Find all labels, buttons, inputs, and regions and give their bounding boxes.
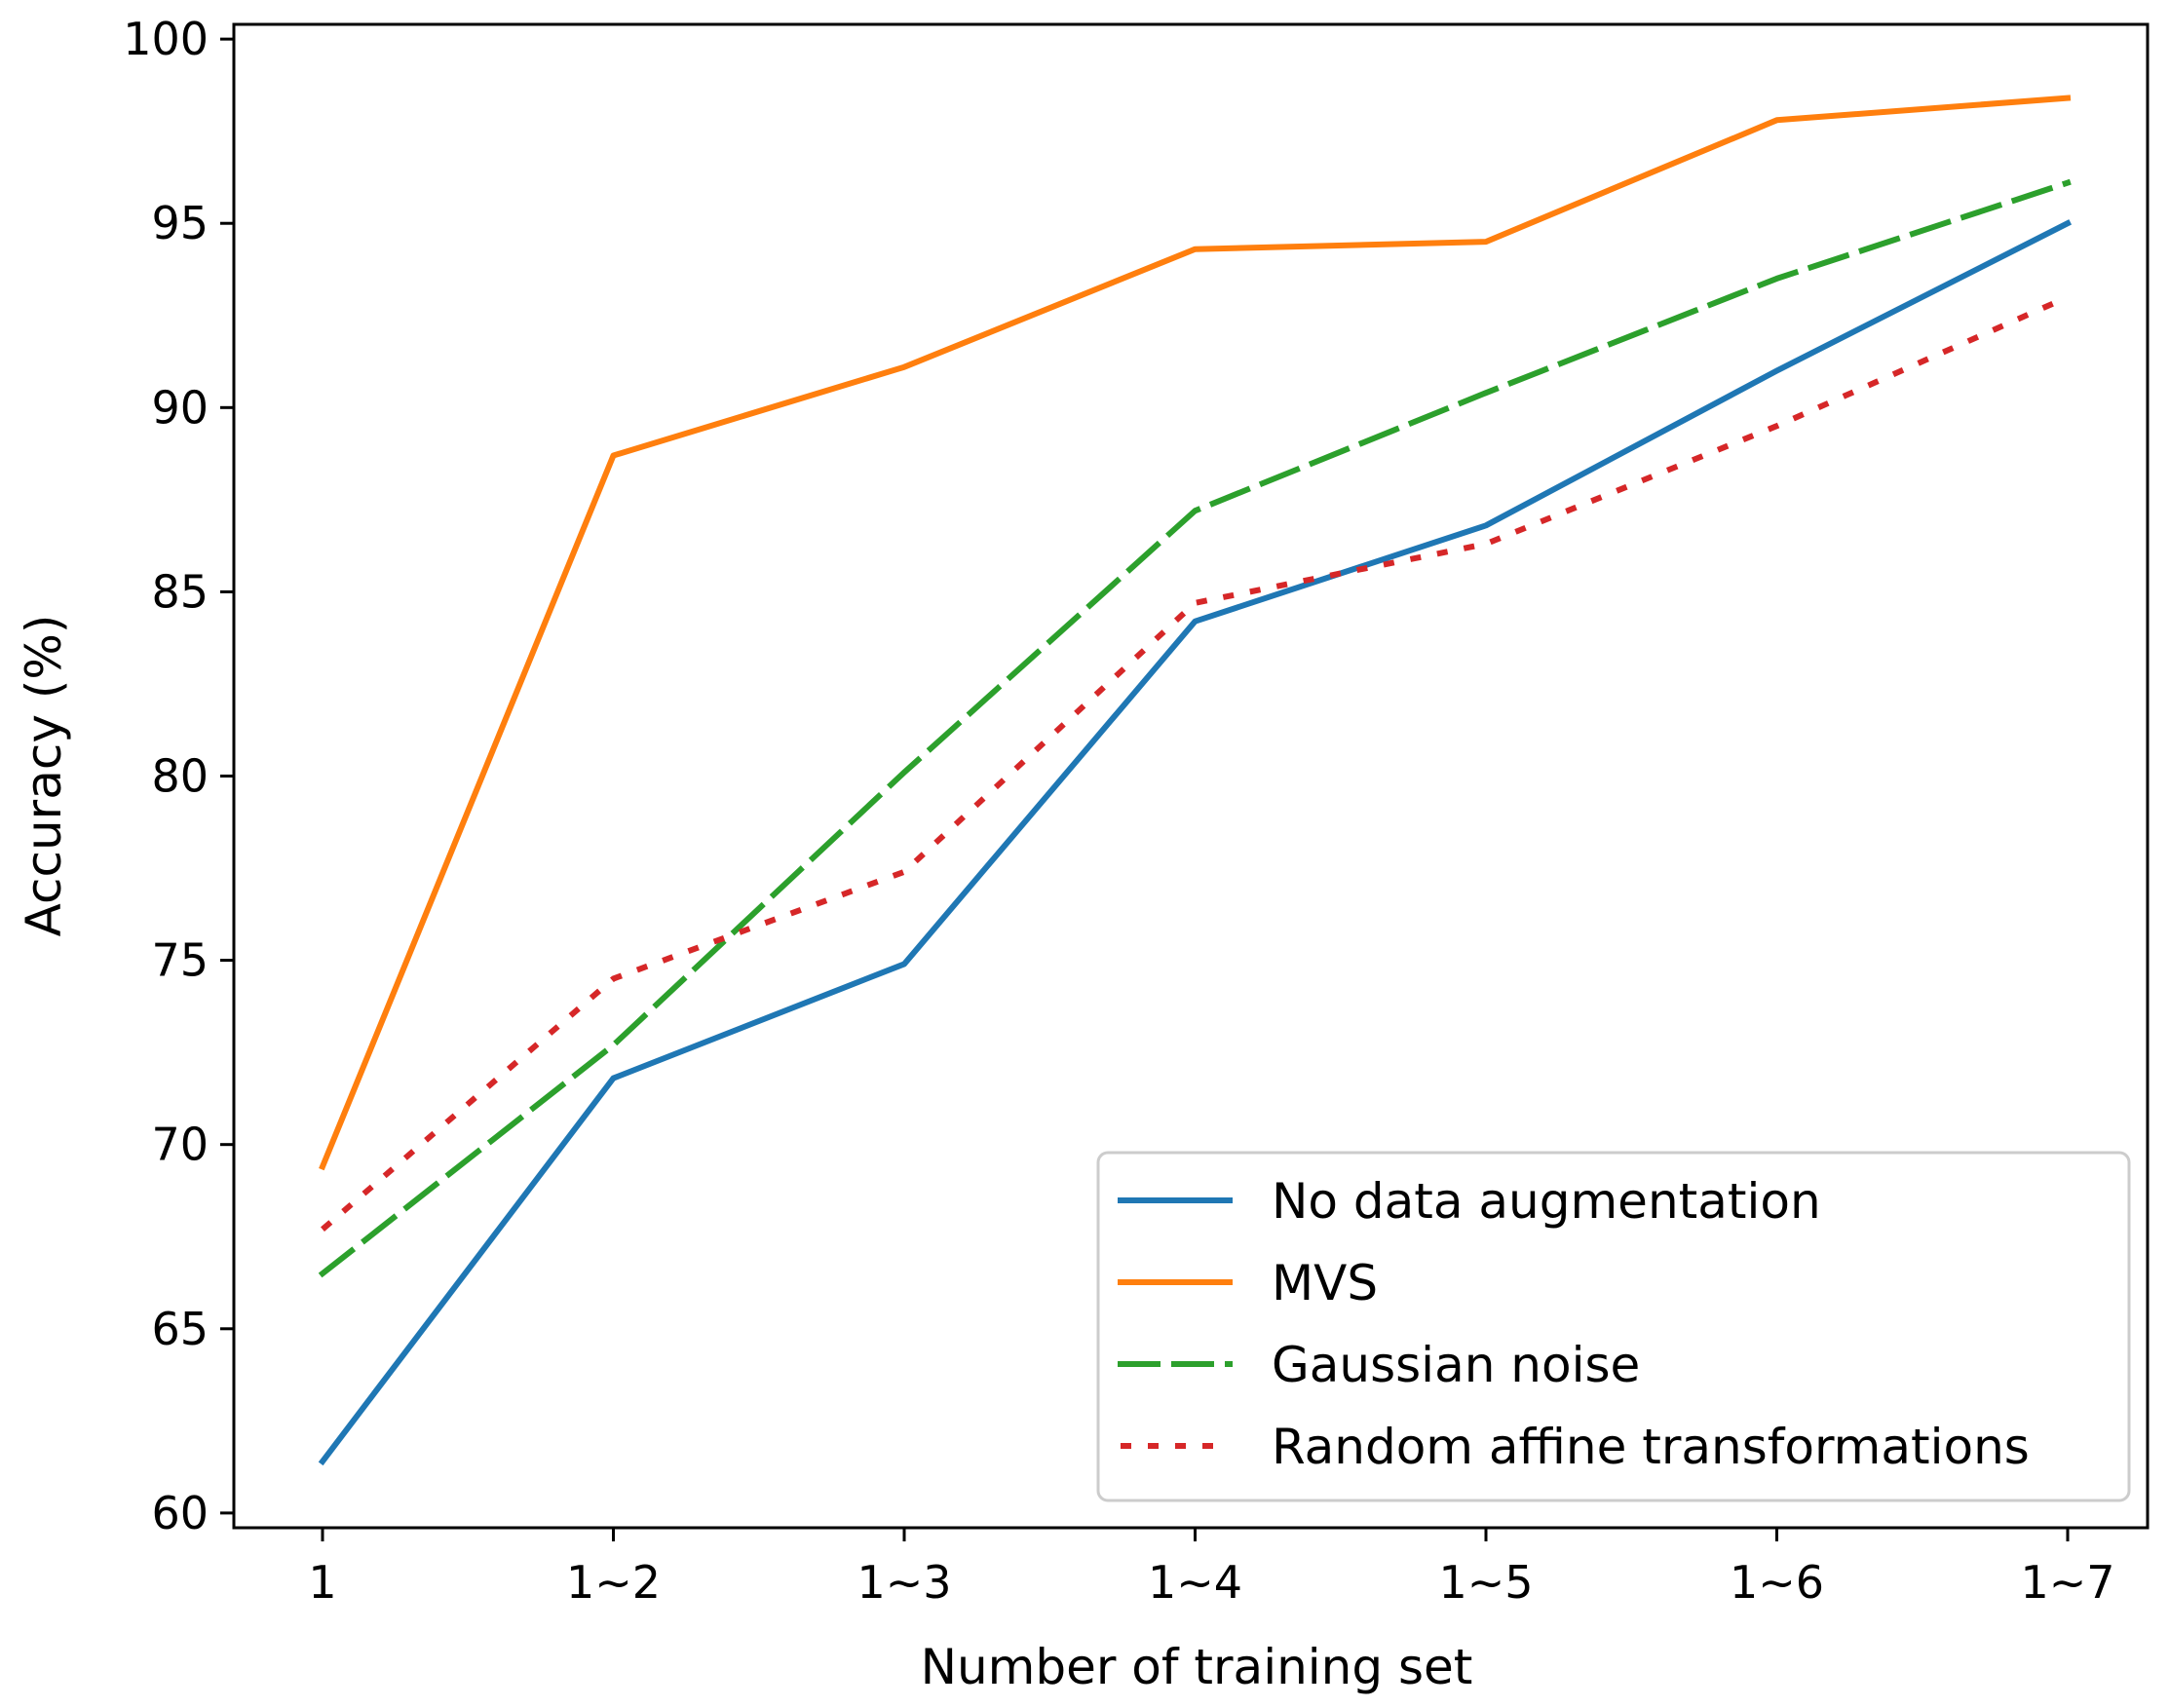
y-tick-label: 95 [151, 197, 209, 249]
data-point-gaussian-noise [613, 1044, 614, 1045]
y-tick-label: 60 [151, 1487, 209, 1539]
y-tick-label: 70 [151, 1119, 209, 1171]
data-point-gaussian-noise [904, 772, 905, 773]
legend-label-mvs: MVS [1272, 1255, 1378, 1311]
y-tick-label: 80 [151, 750, 209, 803]
data-point-mvs [2068, 97, 2069, 98]
legend-box [1096, 1151, 2131, 1502]
x-tick-label: 1 [308, 1556, 336, 1609]
x-tick-label: 1~7 [2020, 1556, 2114, 1609]
series-line-gaussian-noise [318, 178, 2072, 1278]
data-point-mvs [613, 455, 614, 456]
data-point-gaussian-noise [1776, 278, 1777, 279]
data-point-random-affine-transformations [2068, 296, 2069, 297]
series-line-no-data-augmentation [318, 219, 2073, 1466]
data-point-random-affine-transformations [1776, 426, 1777, 427]
series-line-random-affine-transformations [321, 294, 2070, 1232]
series-line-mvs [319, 95, 2072, 1171]
y-axis-label: Accuracy (%) [16, 615, 72, 937]
data-point-mvs [1195, 248, 1196, 249]
x-tick-label: 1~5 [1438, 1556, 1533, 1609]
data-point-no-data-augmentation [613, 1078, 614, 1079]
y-tick-label: 75 [151, 934, 209, 987]
x-tick-label: 1~3 [856, 1556, 951, 1609]
legend-label-no-data-augmentation: No data augmentation [1272, 1173, 1821, 1230]
data-point-no-data-augmentation [904, 964, 905, 965]
data-point-no-data-augmentation [1486, 525, 1487, 526]
y-tick-label: 85 [151, 565, 209, 618]
y-tick-label: 65 [151, 1303, 209, 1355]
data-point-random-affine-transformations [1195, 602, 1196, 603]
x-tick-label: 1~6 [1730, 1556, 1824, 1609]
data-point-mvs [1486, 242, 1487, 243]
data-point-gaussian-noise [1486, 393, 1487, 394]
x-axis-label: Number of training set [921, 1639, 1473, 1695]
data-point-gaussian-noise [1195, 511, 1196, 512]
legend-label-gaussian-noise: Gaussian noise [1272, 1337, 1640, 1393]
data-point-random-affine-transformations [1486, 544, 1487, 545]
data-point-random-affine-transformations [904, 871, 905, 872]
data-point-mvs [904, 366, 905, 367]
legend: No data augmentation MVS Gaussian noise Ran… [1096, 1151, 2131, 1502]
y-tick-label: 100 [123, 13, 209, 65]
legend-label-random-affine-transformations: Random affine transformations [1272, 1419, 2030, 1475]
x-tick-label: 1~2 [566, 1556, 661, 1609]
data-point-gaussian-noise [2068, 182, 2069, 183]
data-point-no-data-augmentation [1195, 621, 1196, 622]
data-point-no-data-augmentation [2068, 223, 2069, 224]
data-point-random-affine-transformations [613, 978, 614, 979]
x-tick-label: 1~4 [1148, 1556, 1242, 1609]
data-point-mvs [1776, 120, 1777, 121]
y-tick-label: 90 [151, 381, 209, 434]
data-point-no-data-augmentation [1776, 370, 1777, 371]
